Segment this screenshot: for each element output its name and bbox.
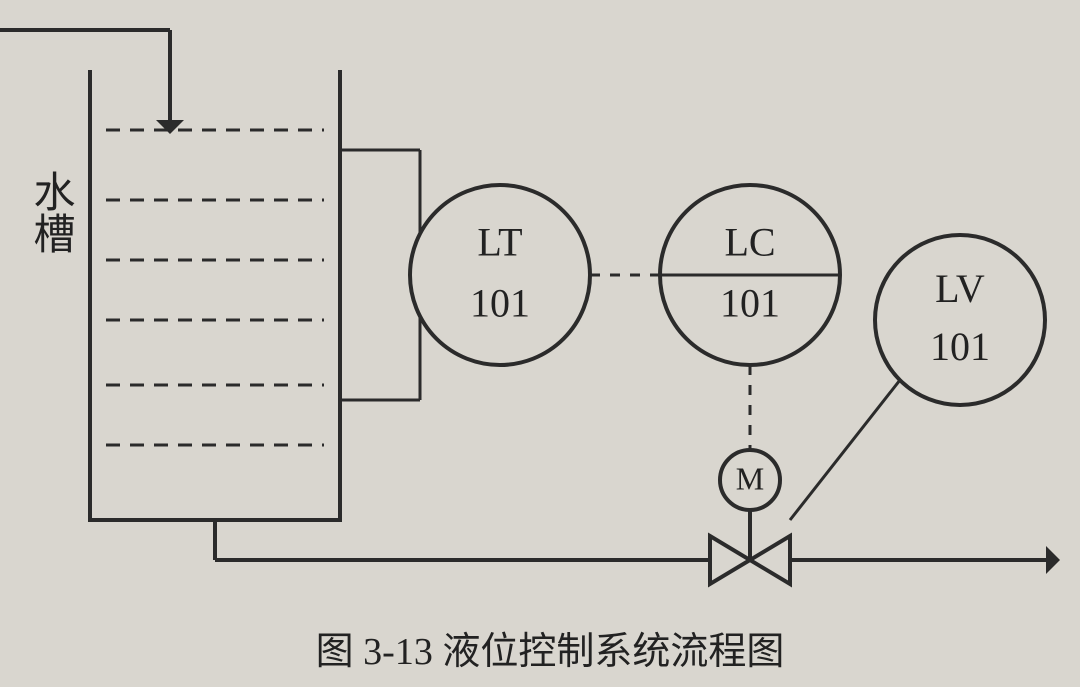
svg-text:101: 101 (470, 281, 530, 326)
tank-vessel (90, 70, 340, 520)
control-valve-left (710, 536, 750, 584)
svg-text:LC: LC (724, 219, 775, 264)
svg-text:LT: LT (477, 219, 522, 264)
svg-text:M: M (736, 460, 764, 496)
svg-text:101: 101 (720, 281, 780, 326)
svg-text:LV: LV (935, 266, 985, 311)
svg-text:101: 101 (930, 324, 990, 369)
tank-label: 水槽 (20, 170, 81, 254)
pid-diagram: LT 101 LC 101 LV 101 M (0, 0, 1080, 687)
control-valve-right (750, 536, 790, 584)
figure-caption: 图 3-13 液位控制系统流程图 (200, 620, 900, 675)
